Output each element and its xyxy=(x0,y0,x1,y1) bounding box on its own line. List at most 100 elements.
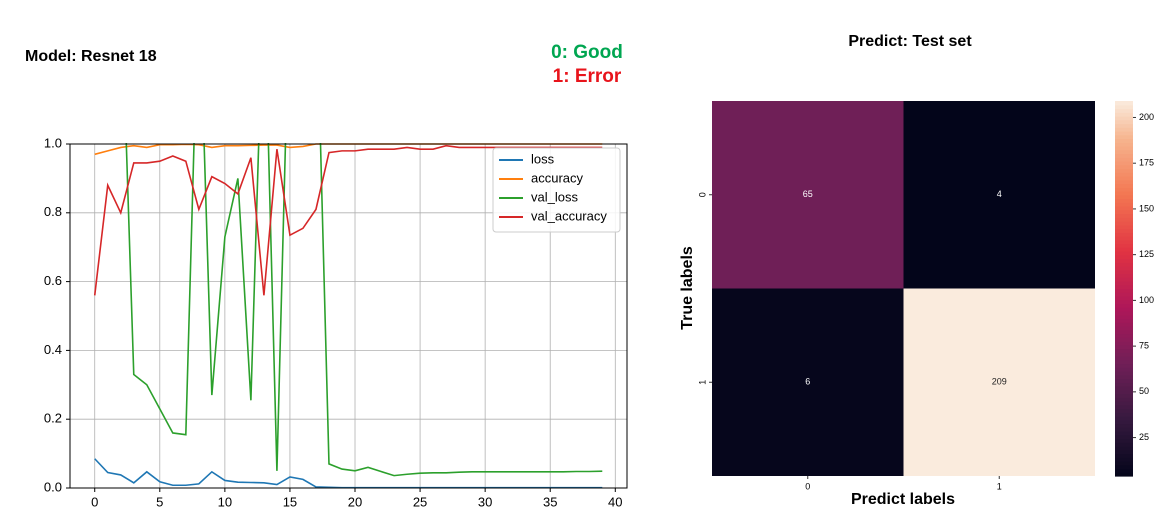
colorbar-segment xyxy=(1115,217,1133,222)
colorbar-segment xyxy=(1115,344,1133,350)
colorbar-segment xyxy=(1115,318,1133,323)
colorbar-segment xyxy=(1115,307,1133,312)
colorbar-segment xyxy=(1115,397,1133,402)
colorbar-segment xyxy=(1115,352,1133,357)
colorbar-segment xyxy=(1115,134,1133,140)
colorbar-segment xyxy=(1115,101,1133,106)
colorbar-segment xyxy=(1115,434,1133,440)
colorbar-tick-label: 75 xyxy=(1139,340,1149,350)
colorbar-segment xyxy=(1115,183,1133,188)
colorbar-segment xyxy=(1115,356,1133,361)
colorbar-segment xyxy=(1115,281,1133,286)
colorbar-segment xyxy=(1115,176,1133,181)
colorbar-segment xyxy=(1115,198,1133,203)
colorbar-segment xyxy=(1115,464,1133,470)
colorbar-segment xyxy=(1115,449,1133,455)
colorbar-segment xyxy=(1115,311,1133,316)
x-tick-label: 15 xyxy=(283,494,297,509)
colorbar-segment xyxy=(1115,202,1133,207)
colorbar-segment xyxy=(1115,416,1133,421)
colorbar-segment xyxy=(1115,329,1133,335)
colorbar-segment xyxy=(1115,116,1133,121)
colorbar-tick-label: 125 xyxy=(1139,249,1154,259)
colorbar-segment xyxy=(1115,292,1133,297)
colorbar-segment xyxy=(1115,277,1133,282)
y-tick-label: 0 xyxy=(697,192,707,197)
colorbar-segment xyxy=(1115,382,1133,387)
colorbar-segment xyxy=(1115,341,1133,346)
colorbar-segment xyxy=(1115,221,1133,226)
colorbar-segment xyxy=(1115,299,1133,305)
plot-area xyxy=(93,143,603,489)
colorbar-tick-label: 50 xyxy=(1139,386,1149,396)
colorbar-segment xyxy=(1115,164,1133,170)
x-axis-label: Predict labels xyxy=(851,491,955,508)
legend-label: loss xyxy=(531,151,555,166)
colorbar-segment xyxy=(1115,296,1133,301)
annotation: 1: Error xyxy=(553,66,622,87)
annotation: 0: Good xyxy=(551,42,623,63)
colorbar-segment xyxy=(1115,386,1133,391)
x-tick-label: 1 xyxy=(997,481,1002,491)
x-tick-label: 25 xyxy=(413,494,427,509)
colorbar-segment xyxy=(1115,168,1133,173)
colorbar-segment xyxy=(1115,187,1133,192)
colorbar-segment xyxy=(1115,374,1133,380)
legend-box xyxy=(492,147,621,233)
colorbar-tick-label: 200 xyxy=(1139,112,1154,122)
colorbar-segment xyxy=(1115,389,1133,395)
colorbar-segment xyxy=(1115,131,1133,136)
y-axis-label: True labels xyxy=(679,246,696,330)
colorbar-segment xyxy=(1115,273,1133,278)
colorbar-segment xyxy=(1115,119,1133,125)
colorbar-segment xyxy=(1115,326,1133,331)
x-tick-label: 10 xyxy=(218,494,232,509)
colorbar-segment xyxy=(1115,209,1133,215)
y-tick-label: 1.0 xyxy=(44,135,62,150)
colorbar-segment xyxy=(1115,172,1133,177)
colorbar-segment xyxy=(1115,333,1133,338)
colorbar-segment xyxy=(1115,393,1133,398)
cell-label: 4 xyxy=(997,189,1002,199)
y-tick-label: 0.4 xyxy=(44,342,62,357)
colorbar-segment xyxy=(1115,446,1133,451)
colorbar-segment xyxy=(1115,243,1133,248)
y-tick-label: 0.8 xyxy=(44,204,62,219)
heatmap-cell xyxy=(712,288,904,476)
colorbar-segment xyxy=(1115,236,1133,241)
y-tick-label: 0.0 xyxy=(44,479,62,494)
colorbar-segment xyxy=(1115,337,1133,342)
colorbar-tick-label: 100 xyxy=(1139,295,1154,305)
colorbar-segment xyxy=(1115,284,1133,290)
x-tick-label: 20 xyxy=(348,494,362,509)
colorbar-segment xyxy=(1115,239,1133,245)
heatmap-cell xyxy=(903,288,1095,476)
colorbar-segment xyxy=(1115,153,1133,158)
colorbar-segment xyxy=(1115,419,1133,425)
cell-label: 209 xyxy=(992,377,1007,387)
colorbar-segment xyxy=(1115,146,1133,151)
colorbar-segment xyxy=(1115,457,1133,462)
x-tick-label: 0 xyxy=(91,494,98,509)
x-tick-label: 0 xyxy=(805,481,810,491)
heatmap-cell xyxy=(712,101,904,289)
colorbar-segment xyxy=(1115,149,1133,155)
colorbar-segment xyxy=(1115,363,1133,368)
colorbar-segment xyxy=(1115,453,1133,458)
colorbar-segment xyxy=(1115,288,1133,293)
colorbar-segment xyxy=(1115,191,1133,196)
colorbar-segment xyxy=(1115,378,1133,383)
colorbar-segment xyxy=(1115,194,1133,200)
colorbar-segment xyxy=(1115,438,1133,443)
line-series xyxy=(94,458,603,489)
colorbar-segment xyxy=(1115,251,1133,256)
colorbar-segment xyxy=(1115,228,1133,233)
colorbar-segment xyxy=(1115,468,1133,473)
colorbar-segment xyxy=(1115,322,1133,327)
colorbar-segment xyxy=(1115,314,1133,320)
colorbar-segment xyxy=(1115,104,1133,110)
legend-label: val_loss xyxy=(531,189,578,204)
colorbar-segment xyxy=(1115,303,1133,308)
